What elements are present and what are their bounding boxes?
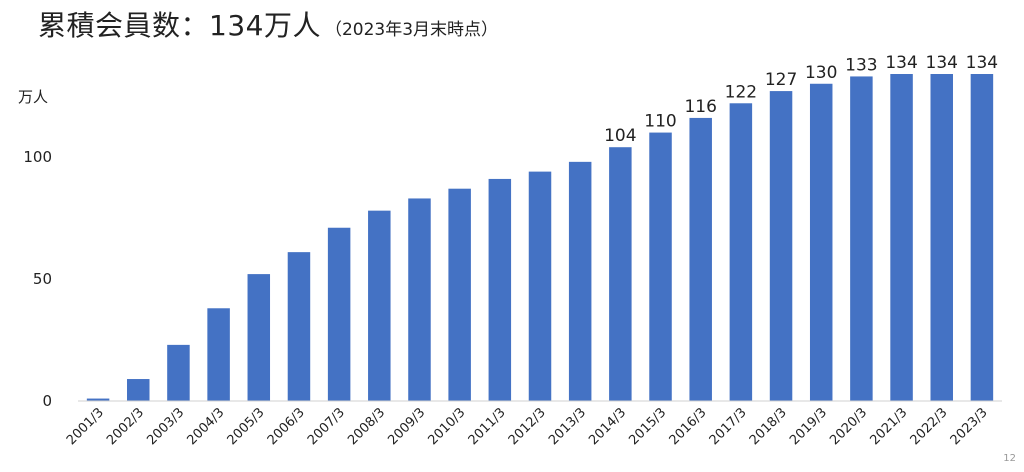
x-tick-label: 2020/3 xyxy=(827,405,870,448)
x-tick-label: 2023/3 xyxy=(948,405,991,448)
bar xyxy=(528,171,552,401)
bar xyxy=(327,227,351,401)
bar xyxy=(568,161,592,401)
bar xyxy=(649,132,672,401)
bar xyxy=(769,91,793,401)
x-tick-label: 2005/3 xyxy=(225,405,268,448)
y-tick-label: 50 xyxy=(33,270,52,288)
y-tick-label: 0 xyxy=(42,392,52,410)
chart-title-subtitle: （2023年3月末時点） xyxy=(324,20,499,40)
x-tick-label: 2022/3 xyxy=(908,405,951,448)
data-label: 104 xyxy=(604,126,636,146)
data-label: 134 xyxy=(966,53,998,73)
data-label: 133 xyxy=(845,55,877,75)
x-tick-label: 2016/3 xyxy=(667,405,710,448)
data-label: 127 xyxy=(765,70,797,90)
x-tick-label: 2008/3 xyxy=(345,405,388,448)
x-tick-label: 2002/3 xyxy=(104,405,147,448)
bar xyxy=(167,344,190,401)
x-tick-label: 2018/3 xyxy=(747,405,790,448)
x-tick-label: 2004/3 xyxy=(184,405,227,448)
x-tick-label: 2019/3 xyxy=(787,405,830,448)
x-tick-label: 2021/3 xyxy=(867,405,910,448)
data-label: 122 xyxy=(725,82,757,102)
x-tick-label: 2003/3 xyxy=(144,405,187,448)
data-label: 110 xyxy=(644,112,676,132)
data-label: 130 xyxy=(805,63,837,83)
page-number: 12 xyxy=(1003,453,1016,464)
x-tick-label: 2007/3 xyxy=(305,405,348,448)
bar xyxy=(930,74,953,401)
bar xyxy=(689,117,712,401)
y-axis-unit-label: 万人 xyxy=(18,88,49,106)
bar xyxy=(448,188,471,401)
bar xyxy=(890,74,913,401)
x-tick-label: 2006/3 xyxy=(265,405,308,448)
x-tick-label: 2009/3 xyxy=(385,405,428,448)
x-tick-label: 2001/3 xyxy=(64,405,107,448)
bar xyxy=(287,252,311,401)
chart-title-main: 累積会員数：134万人 xyxy=(38,9,321,42)
x-tick-label: 2015/3 xyxy=(626,405,669,448)
x-tick-label: 2014/3 xyxy=(586,405,629,448)
x-tick-label: 2011/3 xyxy=(466,405,509,448)
bar xyxy=(609,147,632,401)
x-tick-label: 2010/3 xyxy=(426,405,469,448)
bar xyxy=(127,379,150,401)
x-tick-label: 2013/3 xyxy=(546,405,589,448)
bar xyxy=(729,103,753,402)
data-label: 134 xyxy=(926,53,958,73)
x-tick-label: 2017/3 xyxy=(707,405,750,448)
x-tick-label: 2012/3 xyxy=(506,405,549,448)
bar xyxy=(368,210,391,401)
bar xyxy=(207,308,230,401)
chart-title: 累積会員数：134万人 （2023年3月末時点） xyxy=(38,6,498,50)
bar xyxy=(247,274,271,401)
bar xyxy=(488,178,512,401)
y-tick-label: 100 xyxy=(23,148,52,166)
bar xyxy=(970,74,994,401)
bar xyxy=(850,76,873,401)
bar xyxy=(86,398,110,401)
bar xyxy=(408,198,431,401)
bar xyxy=(809,83,833,401)
data-label: 134 xyxy=(885,53,917,73)
data-label: 116 xyxy=(684,97,716,117)
